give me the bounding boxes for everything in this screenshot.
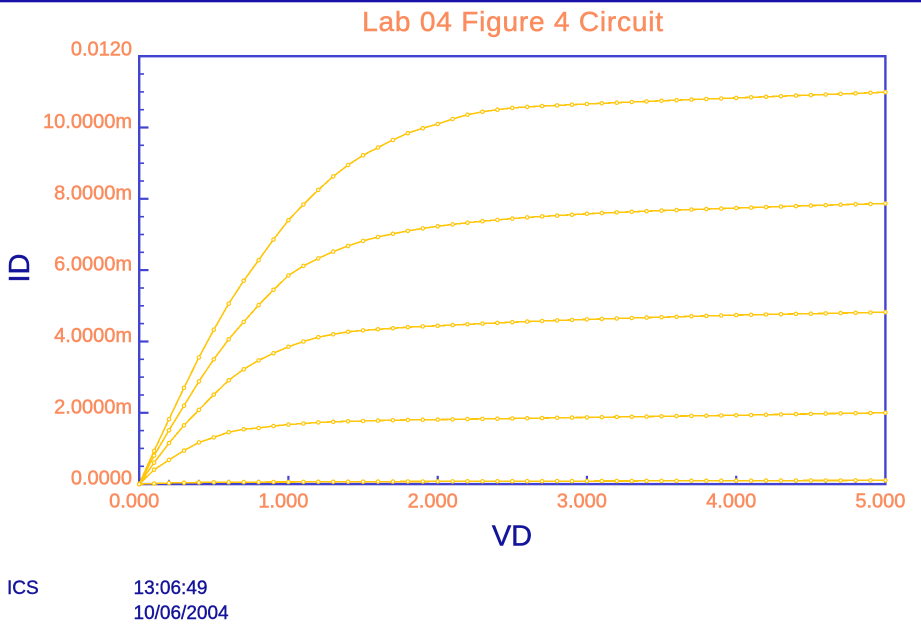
svg-text:VD: VD — [492, 521, 532, 553]
svg-text:2.0000m: 2.0000m — [54, 396, 132, 418]
svg-text:0.000: 0.000 — [109, 491, 159, 513]
svg-text:Lab 04 Figure 4 Circuit: Lab 04 Figure 4 Circuit — [362, 6, 664, 37]
svg-text:2.000: 2.000 — [408, 491, 458, 513]
svg-text:5.000: 5.000 — [855, 491, 905, 513]
svg-text:10.0000m: 10.0000m — [43, 111, 132, 133]
svg-text:0.0120: 0.0120 — [71, 39, 132, 61]
svg-text:1.000: 1.000 — [258, 491, 308, 513]
svg-text:ICS: ICS — [7, 578, 39, 599]
svg-text:13:06:49: 13:06:49 — [134, 578, 208, 599]
svg-text:4.0000m: 4.0000m — [54, 325, 132, 347]
svg-text:6.0000m: 6.0000m — [54, 254, 132, 276]
svg-text:8.0000m: 8.0000m — [54, 182, 132, 204]
svg-text:10/06/2004: 10/06/2004 — [134, 603, 230, 624]
svg-text:ID: ID — [4, 254, 36, 283]
svg-text:4.000: 4.000 — [706, 491, 756, 513]
svg-text:3.000: 3.000 — [557, 491, 607, 513]
svg-text:0.0000: 0.0000 — [71, 468, 132, 490]
